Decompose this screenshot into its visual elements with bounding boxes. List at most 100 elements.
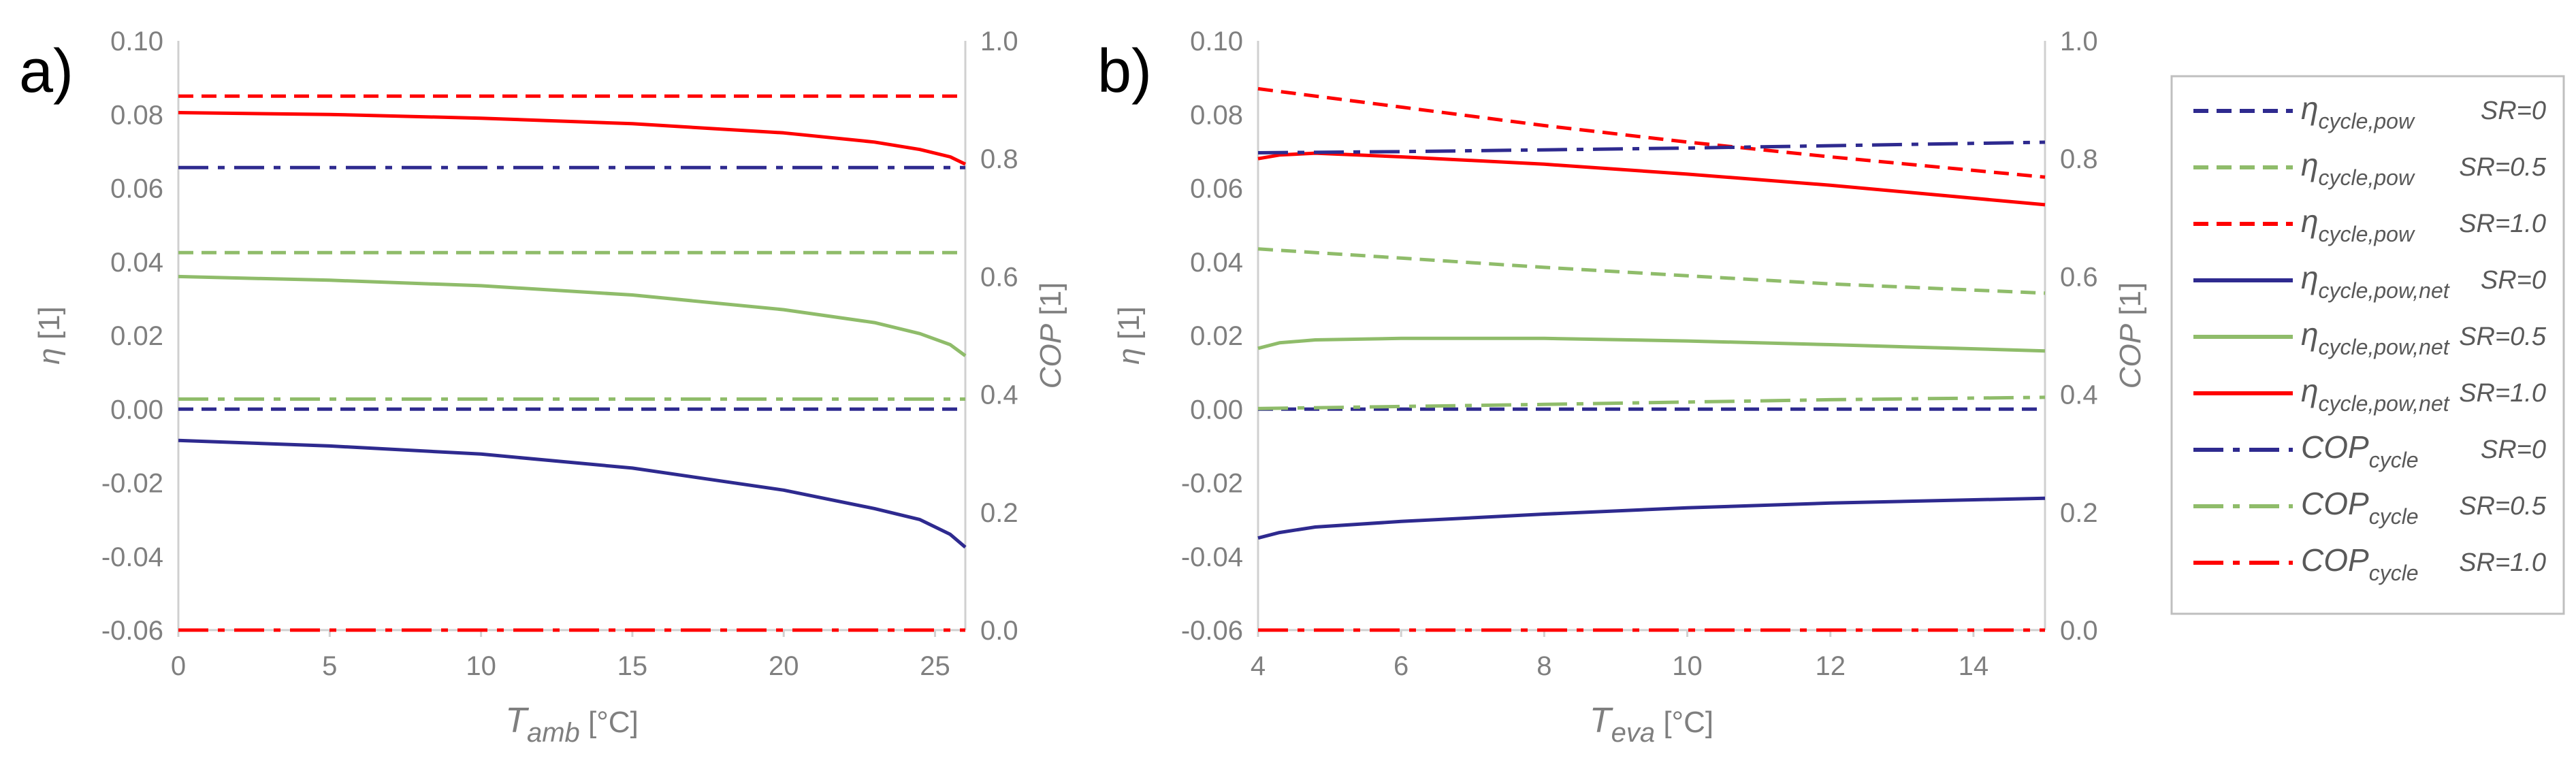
y-axis-label: η [1] <box>1112 306 1146 365</box>
legend-box <box>2170 75 2565 615</box>
y2-tick-label: 0.0 <box>980 616 1018 646</box>
legend-label-main: COP <box>2301 486 2369 521</box>
y2-axis-label: COP [1] <box>2114 282 2147 389</box>
x-axis-label-main: T <box>1590 701 1613 740</box>
x-axis-label-sub: eva <box>1611 718 1656 748</box>
y-tick-label: -0.04 <box>101 542 163 572</box>
y-axis-label-unit: [1] <box>33 306 66 348</box>
legend-label-sub: cycle,pow,net <box>2319 278 2450 303</box>
legend-label: ηcycle,pow,net <box>2301 260 2450 303</box>
legend-label-main: COP <box>2301 542 2369 578</box>
series-line-eta-net-sr0 <box>178 438 967 549</box>
y-tick-label: -0.02 <box>1181 469 1243 499</box>
x-tick-label: 12 <box>1815 651 1846 681</box>
y-tick-label: -0.06 <box>101 616 163 646</box>
y-tick-label: 0.06 <box>110 174 163 204</box>
x-axis-label-unit: [°C] <box>580 706 639 739</box>
y-axis-label-main: η <box>33 348 66 364</box>
legend-label-sub: cycle <box>2369 504 2419 529</box>
y2-axis-label: COP [1] <box>1034 282 1067 389</box>
y-tick-label: 0.02 <box>1190 321 1243 351</box>
series-line-eta-net-sr05 <box>178 274 967 357</box>
panel-label: b) <box>1097 37 1152 105</box>
legend-sr-label: SR=0 <box>2481 435 2546 464</box>
legend-sr-label: SR=0 <box>2481 97 2546 125</box>
y2-tick-label: 0.8 <box>980 144 1018 174</box>
x-axis-label-main: T <box>505 701 529 740</box>
y-tick-label: 0.04 <box>110 248 163 278</box>
legend-sr-label: SR=0 <box>2481 266 2546 295</box>
legend-sr-label: SR=1.0 <box>2459 548 2546 577</box>
series-line-cop-sr0 <box>1257 140 2046 154</box>
y-tick-label: 0.10 <box>1190 27 1243 56</box>
y2-axis-label-main: COP <box>1034 323 1067 389</box>
x-tick-label: 6 <box>1394 651 1408 681</box>
y2-tick-label: 0.8 <box>2060 144 2098 174</box>
x-tick-label: 15 <box>617 651 648 681</box>
series-line-eta-pow-sr05 <box>1257 247 2046 295</box>
x-tick-label: 4 <box>1251 651 1266 681</box>
legend-sr-label: SR=1.0 <box>2459 210 2546 238</box>
series-line-eta-net-sr1 <box>1257 151 2046 207</box>
legend-label: ηcycle,pow,net <box>2301 373 2450 416</box>
y2-tick-label: 0.4 <box>2060 380 2098 410</box>
legend-sr-label: SR=0.5 <box>2459 492 2547 521</box>
y-axis-label: η [1] <box>33 306 66 365</box>
legend-label: ηcycle,pow <box>2301 147 2415 190</box>
x-tick-label: 8 <box>1536 651 1551 681</box>
y2-tick-label: 0.6 <box>980 262 1018 292</box>
x-tick-label: 14 <box>1959 651 1989 681</box>
legend-label-sub: cycle,pow,net <box>2319 335 2450 359</box>
y2-tick-label: 1.0 <box>980 27 1018 56</box>
y2-axis-label-unit: [1] <box>2114 282 2147 324</box>
series-line-eta-net-sr05 <box>1257 336 2046 353</box>
legend-sr-label: SR=0.5 <box>2459 153 2547 182</box>
y2-tick-label: 0.4 <box>980 380 1018 410</box>
x-axis-label-sub: amb <box>527 718 580 748</box>
y-tick-label: 0.10 <box>110 27 163 56</box>
y-tick-label: -0.04 <box>1181 542 1243 572</box>
legend-label-main: η <box>2301 203 2319 239</box>
y-axis-label-unit: [1] <box>1112 306 1146 348</box>
y-tick-label: 0.06 <box>1190 174 1243 204</box>
legend-label-main: η <box>2301 316 2319 352</box>
y-tick-label: -0.06 <box>1181 616 1243 646</box>
y2-tick-label: 1.0 <box>2060 27 2098 56</box>
chart-panel-b: 4 6 8 10 12 14 -0.06 -0.04 -0.02 0.00 0.02 0.04 0.06… <box>1097 27 2147 748</box>
y-tick-label: 0.04 <box>1190 248 1243 278</box>
x-tick-label: 25 <box>920 651 950 681</box>
series-line-eta-pow-sr1 <box>1257 86 2046 179</box>
y2-axis-label-main: COP <box>2114 323 2147 389</box>
x-tick-label: 10 <box>466 651 496 681</box>
legend-label-main: η <box>2301 260 2319 295</box>
x-axis-label: Teva [°C] <box>1590 701 1713 748</box>
x-axis-label-unit: [°C] <box>1655 706 1713 739</box>
chart-panel-a: 0 5 10 15 20 25 -0.06 -0.04 -0.02 0.00 0.02 0.04 0.0… <box>19 27 1067 748</box>
y-tick-label: -0.02 <box>101 469 163 499</box>
legend-sr-label: SR=0.5 <box>2459 323 2547 351</box>
x-tick-label: 10 <box>1672 651 1703 681</box>
panel-label: a) <box>19 37 74 105</box>
legend-label-main: η <box>2301 91 2319 126</box>
series-line-eta-net-sr0 <box>1257 496 2046 540</box>
y-tick-label: 0.08 <box>110 100 163 130</box>
legend-label: COPcycle <box>2301 429 2419 472</box>
x-axis-label: Tamb [°C] <box>505 701 639 748</box>
y-tick-label: 0.08 <box>1190 100 1243 130</box>
y2-tick-label: 0.0 <box>2060 616 2098 646</box>
y2-tick-label: 0.2 <box>2060 498 2098 528</box>
y-tick-label: 0.02 <box>110 321 163 351</box>
legend-label: COPcycle <box>2301 542 2419 585</box>
x-tick-label: 20 <box>769 651 799 681</box>
legend-label: ηcycle,pow,net <box>2301 316 2450 359</box>
y2-tick-label: 0.2 <box>980 498 1018 528</box>
legend-label-sub: cycle,pow <box>2319 222 2415 246</box>
legend-sr-label: SR=1.0 <box>2459 379 2546 408</box>
legend-label-main: COP <box>2301 429 2369 465</box>
legend-label-sub: cycle,pow <box>2319 109 2415 133</box>
y-tick-label: 0.00 <box>1190 395 1243 425</box>
legend-label-sub: cycle <box>2369 448 2419 472</box>
legend-label-sub: cycle,pow <box>2319 165 2415 190</box>
series-line-cop-sr05 <box>1257 395 2046 410</box>
